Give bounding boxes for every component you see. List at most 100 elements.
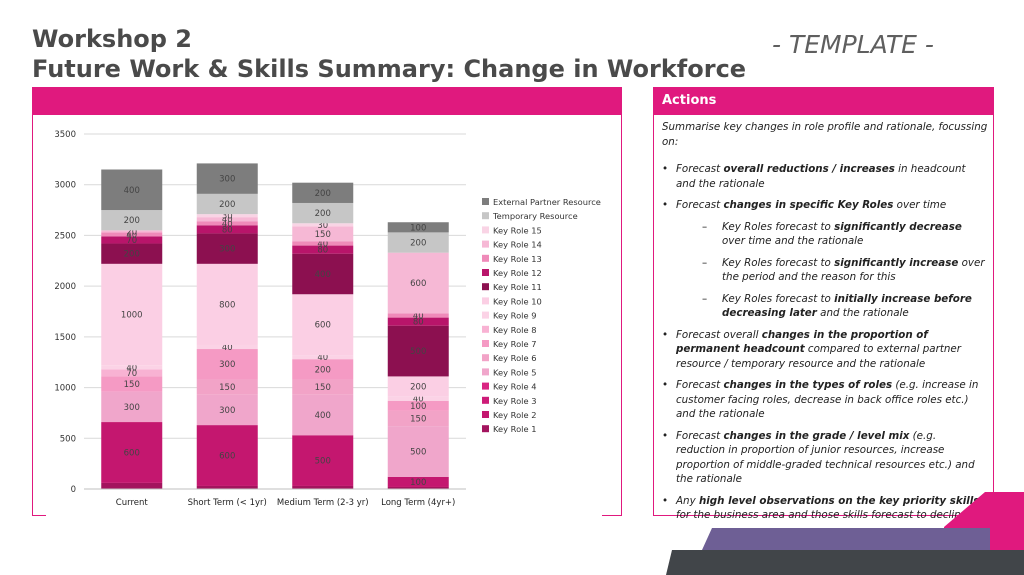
legend-swatch (482, 283, 489, 291)
legend-label: Key Role 7 (493, 339, 536, 349)
corner-purple-band (702, 528, 990, 550)
action-bullet-text: changes in the proportion of permanent h… (676, 328, 928, 356)
action-bullet: Key Roles forecast to initially increase… (662, 292, 988, 321)
action-bullet-text: changes in the grade / level mix (723, 429, 910, 442)
data-label: 70 (126, 236, 137, 246)
action-bullet-text: Forecast (676, 379, 724, 391)
action-bullet-text: Key Roles forecast to (722, 220, 835, 233)
action-bullet-text: (e.g. reduction in proportion of junior … (676, 429, 975, 486)
bar-segment (292, 394, 354, 436)
bar-segment (292, 379, 354, 395)
data-label: 40 (222, 343, 233, 353)
legend-label: Key Role 15 (493, 225, 542, 235)
data-label: 200 (124, 250, 140, 260)
action-bullet-text: overall reductions / increases (723, 163, 895, 175)
action-bullet-text: and the rationale (816, 307, 909, 319)
x-tick-label: Current (116, 498, 149, 508)
bar-segment (387, 400, 449, 411)
bar-segment (101, 230, 163, 233)
bar-segment (196, 193, 258, 215)
legend-swatch (482, 212, 489, 220)
y-tick-label: 0 (71, 485, 76, 495)
legend-label: Key Role 14 (493, 240, 542, 250)
bar-segment (292, 202, 354, 224)
actions-intro: Summarise key changes in role profile an… (662, 121, 988, 148)
bar-segment (101, 365, 163, 370)
action-bullet-text: Key Roles forecast to (722, 292, 835, 305)
y-tick-label: 2000 (54, 282, 76, 292)
legend-label: Key Role 3 (493, 396, 536, 406)
data-label: 600 (410, 279, 426, 289)
action-bullet-text: significantly decrease (834, 220, 962, 233)
legend-swatch (482, 396, 489, 404)
data-label: 40 (222, 219, 233, 229)
corner-dark-band (666, 550, 1024, 575)
action-bullet: Forecast changes in specific Key Roles o… (662, 198, 988, 213)
legend-swatch (482, 340, 489, 347)
data-label: 200 (315, 365, 331, 375)
data-label: 200 (315, 209, 331, 219)
bar-segment (196, 217, 258, 222)
data-label: 30 (317, 221, 328, 231)
chart-panel-band (32, 87, 622, 115)
data-label: 150 (315, 230, 331, 240)
data-label: 30 (222, 212, 233, 222)
data-label: 200 (410, 383, 426, 393)
bar-segment (101, 232, 163, 237)
bar-segment (387, 396, 449, 401)
bar-segment (387, 410, 449, 427)
legend-swatch (482, 240, 489, 248)
action-bullet-text: compared to external partner resource / … (676, 343, 961, 370)
bar-segment (292, 253, 354, 295)
action-bullet-text: significantly increase (834, 256, 959, 269)
data-label: 150 (219, 383, 235, 393)
data-label: 40 (222, 215, 233, 225)
y-tick-label: 500 (60, 434, 76, 444)
legend-label: Key Role 11 (493, 282, 542, 292)
bar-segment (387, 476, 449, 487)
bar-segment (387, 313, 449, 318)
legend-label: Key Role 2 (493, 410, 536, 420)
data-label: 500 (410, 347, 426, 357)
data-label: 100 (410, 223, 426, 233)
data-label: 600 (315, 321, 331, 331)
bar-segment (292, 245, 354, 254)
action-bullet-text: Forecast (676, 163, 724, 175)
data-label: 80 (317, 246, 328, 256)
bar-segment (387, 486, 449, 489)
bar-segment (196, 225, 258, 234)
bar-segment (387, 426, 449, 477)
bar-segment (196, 394, 258, 426)
data-label: 40 (413, 312, 424, 322)
action-bullet-text: changes in specific Key Roles (723, 199, 894, 211)
bar-segment (196, 425, 258, 486)
data-label: 70 (126, 369, 137, 379)
legend-label: External Partner Resource (493, 197, 601, 207)
title-line-1: Workshop 2 (32, 25, 192, 53)
bar-segment (292, 435, 354, 486)
actions-body: Summarise key changes in role profile an… (662, 120, 988, 530)
action-bullet-text: high level observations on the key prior… (698, 494, 980, 507)
bar-segment (101, 391, 163, 423)
data-label: 80 (413, 318, 424, 328)
action-bullet: Key Roles forecast to significantly incr… (662, 256, 988, 285)
action-bullet: Key Roles forecast to significantly decr… (662, 220, 988, 249)
bar-segment (292, 223, 354, 227)
data-label: 40 (317, 353, 328, 363)
data-label: 600 (219, 452, 235, 462)
bar-segment (196, 214, 258, 218)
bar-segment (101, 482, 163, 489)
data-label: 100 (410, 478, 426, 488)
data-label: 300 (124, 403, 140, 413)
y-tick-label: 1500 (54, 333, 76, 343)
bar-segment (387, 232, 449, 253)
action-bullet-text: over time and the rationale (722, 235, 864, 247)
data-label: 1000 (121, 311, 143, 321)
data-label: 40 (413, 395, 424, 405)
actions-header: Actions (653, 87, 994, 115)
action-bullet-text: over time (893, 199, 947, 211)
data-label: 200 (124, 216, 140, 226)
bar-segment (101, 376, 163, 392)
action-bullet-text: changes in the types of roles (723, 379, 893, 391)
y-tick-label: 1000 (54, 384, 76, 394)
